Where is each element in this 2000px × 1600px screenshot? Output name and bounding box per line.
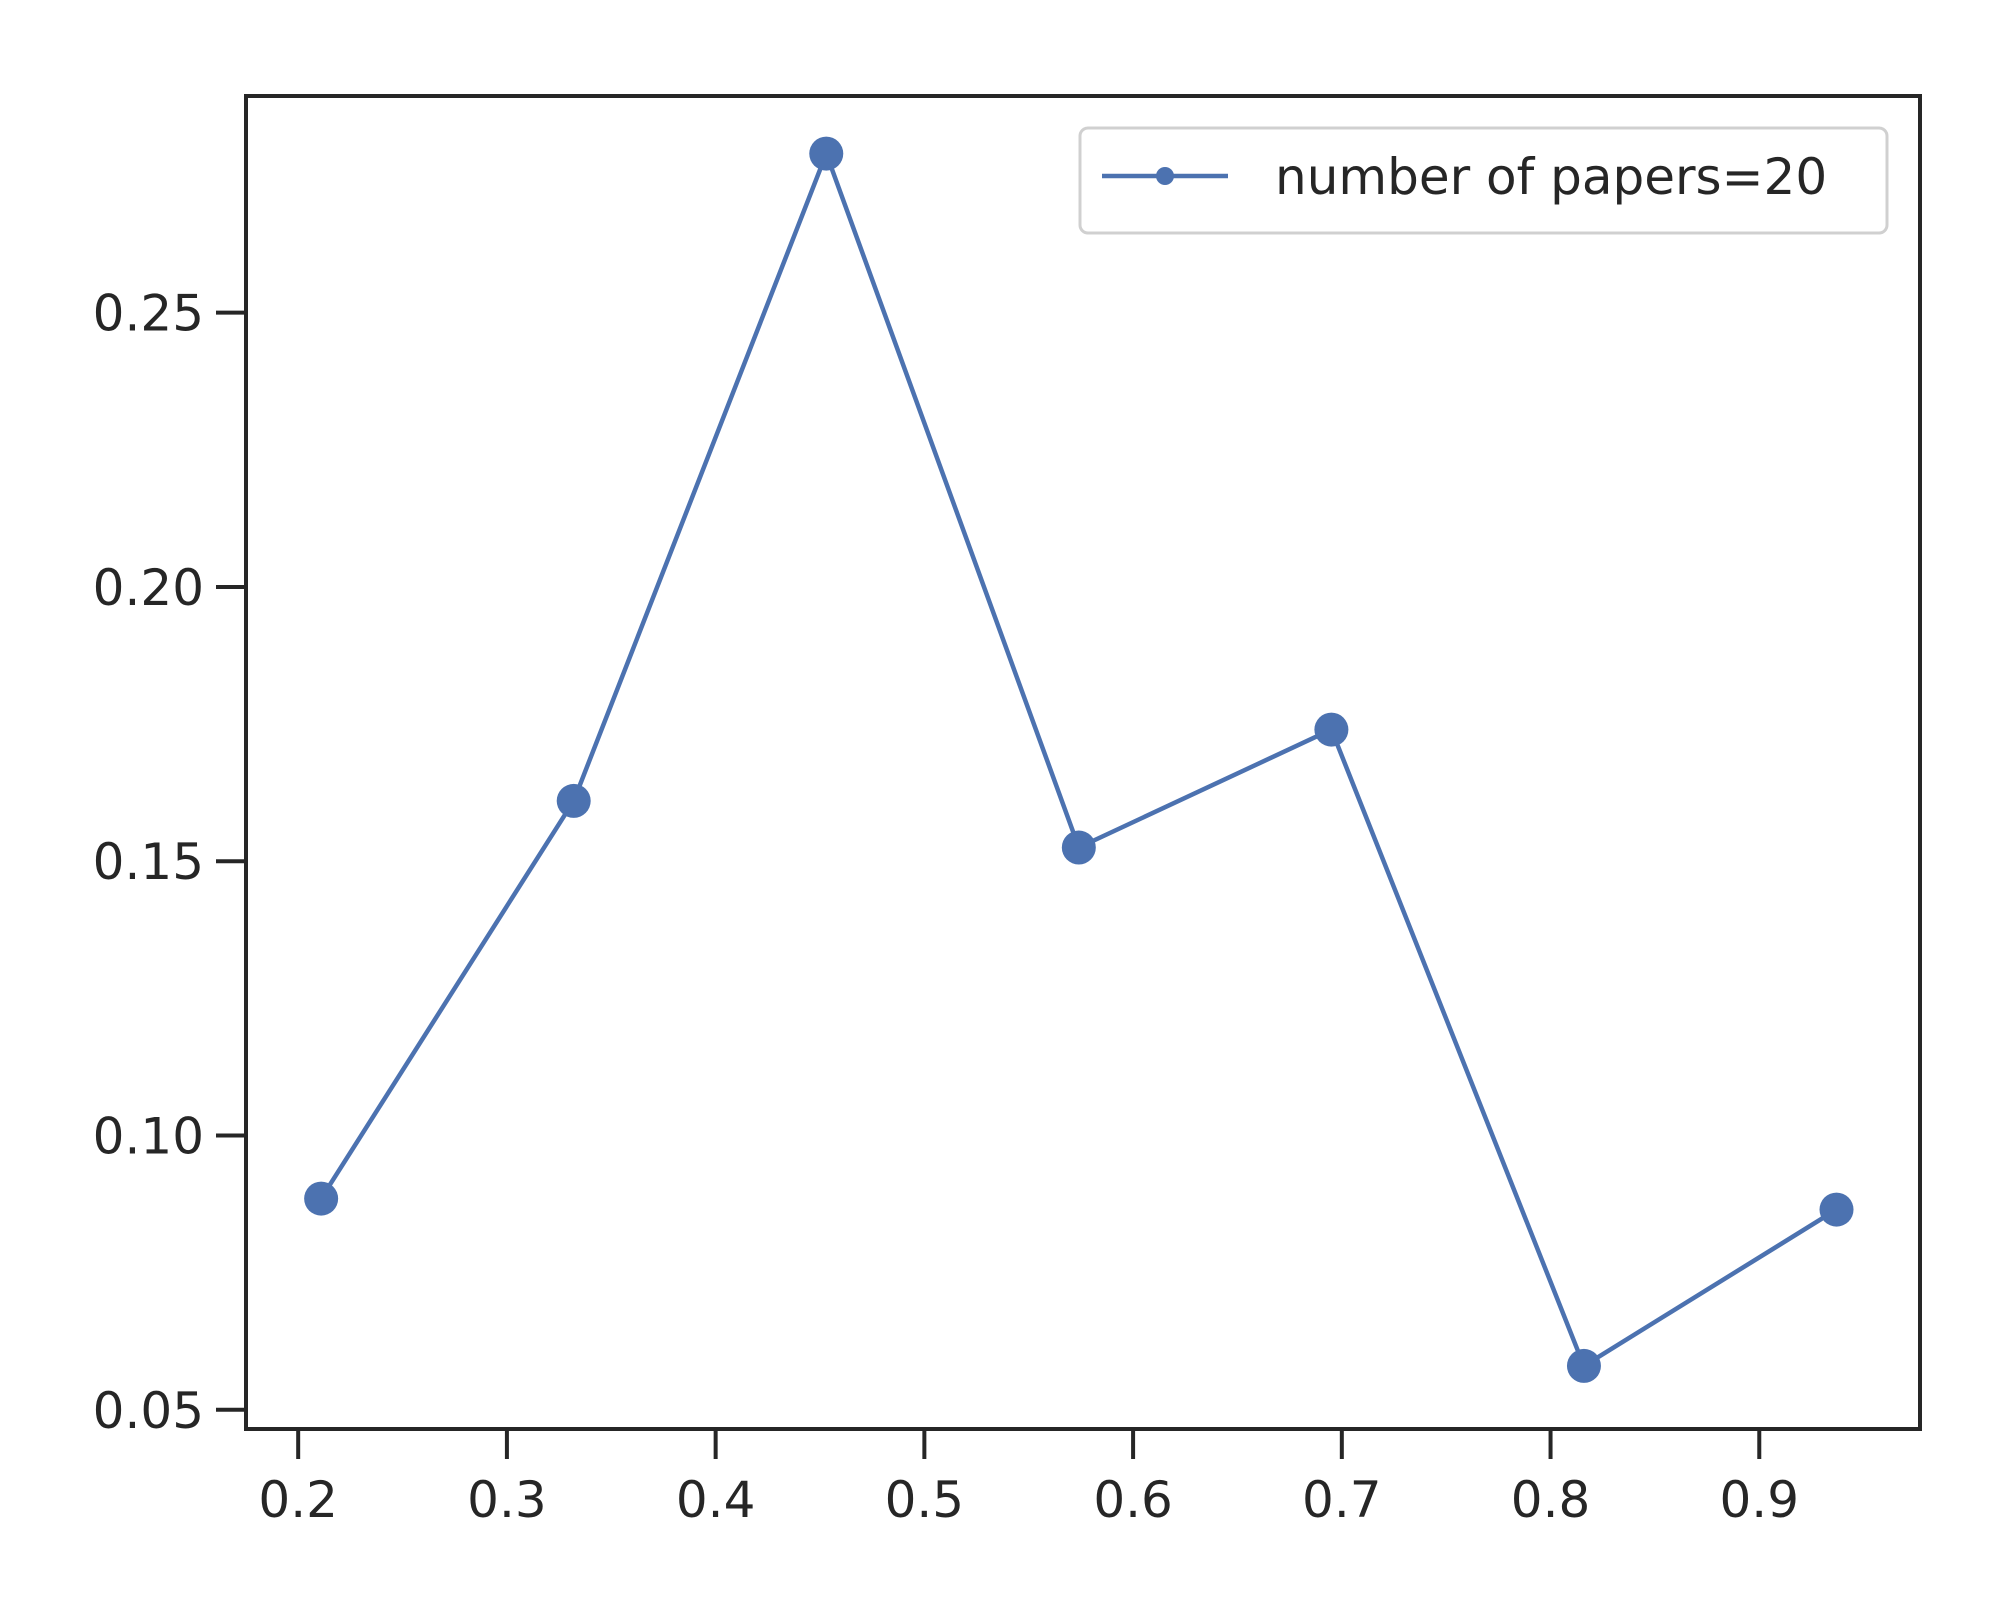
x-tick-label-1: 0.3 xyxy=(467,1471,547,1529)
plot-area xyxy=(304,136,1854,1383)
y-tick-label-4: 0.25 xyxy=(93,285,204,343)
data-point-0-1 xyxy=(556,783,591,818)
series-line-0 xyxy=(319,151,1838,1369)
y-tick-label-2: 0.15 xyxy=(93,833,204,891)
data-point-0-0 xyxy=(304,1181,339,1216)
y-axis: 0.05 0.10 0.15 0.20 0.25 xyxy=(93,285,246,1440)
y-tick-label-3: 0.20 xyxy=(93,559,204,617)
x-axis: 0.2 0.3 0.4 0.5 0.6 0.7 0.8 0.9 xyxy=(258,1429,1799,1529)
data-point-0-6 xyxy=(1819,1192,1854,1227)
data-point-0-2 xyxy=(809,136,844,171)
x-tick-label-5: 0.7 xyxy=(1302,1471,1382,1529)
legend: number of papers=20 xyxy=(1078,126,1889,235)
y-tick-label-1: 0.10 xyxy=(93,1108,204,1166)
legend-label: number of papers=20 xyxy=(1275,148,1827,206)
legend-box xyxy=(1078,126,1889,235)
x-tick-label-0: 0.2 xyxy=(258,1471,338,1529)
data-point-0-5 xyxy=(1566,1348,1601,1383)
x-tick-label-4: 0.6 xyxy=(1093,1471,1173,1529)
y-tick-label-0: 0.05 xyxy=(93,1382,204,1440)
x-tick-label-2: 0.4 xyxy=(676,1471,756,1529)
data-point-0-4 xyxy=(1314,712,1349,747)
x-tick-label-7: 0.9 xyxy=(1720,1471,1800,1529)
data-point-0-3 xyxy=(1061,830,1096,865)
x-tick-label-6: 0.8 xyxy=(1511,1471,1591,1529)
axes-frame xyxy=(244,94,1922,1431)
x-tick-label-3: 0.5 xyxy=(885,1471,965,1529)
legend-marker-sample xyxy=(1156,167,1174,185)
